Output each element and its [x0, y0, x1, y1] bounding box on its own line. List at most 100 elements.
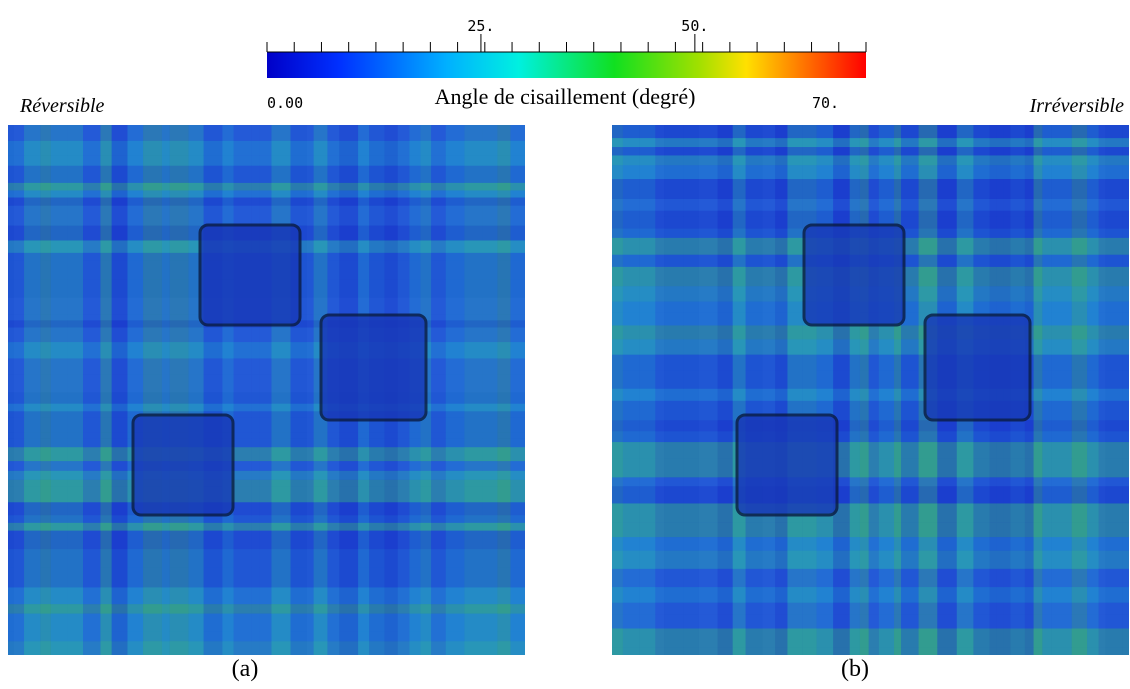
band — [612, 388, 1129, 401]
band — [612, 155, 1129, 166]
band — [612, 354, 1129, 371]
band — [8, 502, 525, 516]
stripe — [8, 125, 15, 655]
band — [8, 470, 525, 480]
simulation-image — [612, 125, 1129, 655]
band — [8, 165, 525, 183]
band — [612, 568, 1129, 588]
band — [612, 216, 1129, 229]
band — [612, 147, 1129, 156]
band — [612, 550, 1129, 569]
stripe — [1098, 125, 1106, 655]
field — [612, 125, 1129, 655]
colorbar — [267, 52, 866, 78]
band — [8, 567, 525, 588]
panel-title: Irréversible — [1029, 95, 1125, 117]
band — [612, 458, 1129, 478]
stripe — [14, 125, 25, 655]
band — [8, 515, 525, 523]
band — [8, 549, 525, 568]
stripe — [683, 125, 699, 655]
stripe — [868, 125, 879, 655]
stripe — [1033, 125, 1043, 655]
minor-ticks — [266, 42, 867, 52]
band — [8, 438, 525, 448]
colorbar-max: 70. — [812, 94, 839, 112]
stripe — [482, 125, 498, 655]
band — [612, 614, 1129, 629]
band — [8, 631, 525, 642]
tick-label: 50. — [681, 17, 708, 35]
stripe — [497, 125, 511, 655]
band — [612, 537, 1129, 551]
band — [612, 628, 1129, 648]
band — [8, 125, 525, 141]
stripe — [732, 125, 746, 655]
stripe — [622, 125, 640, 655]
stripe — [1071, 125, 1088, 655]
stripe — [50, 125, 68, 655]
band — [8, 140, 525, 156]
stripe — [717, 125, 733, 655]
stripe — [40, 125, 51, 655]
band — [612, 486, 1129, 504]
band — [612, 165, 1129, 180]
panel-caption: (a) — [232, 656, 259, 682]
stripe — [787, 125, 803, 655]
stripe — [259, 125, 272, 655]
stripe — [222, 125, 234, 655]
stripe — [251, 125, 260, 655]
stripe — [24, 125, 41, 655]
stripe — [639, 125, 656, 655]
stripe — [1051, 125, 1072, 655]
band — [612, 125, 1129, 139]
band — [612, 431, 1129, 443]
band — [8, 432, 525, 439]
band — [612, 370, 1129, 389]
square — [802, 223, 906, 327]
band — [8, 530, 525, 550]
panel-caption: (b) — [841, 656, 869, 682]
stripe — [127, 125, 144, 655]
band — [8, 479, 525, 487]
band — [8, 342, 525, 359]
stripe — [100, 125, 112, 655]
band — [8, 613, 525, 632]
stripe — [1042, 125, 1052, 655]
band — [8, 486, 525, 503]
stripe — [849, 125, 860, 655]
stripe — [664, 125, 684, 655]
stripe — [83, 125, 101, 655]
stripe — [111, 125, 128, 655]
band — [8, 327, 525, 343]
band — [8, 641, 525, 655]
band — [612, 179, 1129, 199]
band — [612, 477, 1129, 487]
stripe — [859, 125, 869, 655]
tick-label: 25. — [467, 17, 494, 35]
panel-title: Réversible — [19, 95, 105, 117]
stripe — [775, 125, 788, 655]
band — [8, 604, 525, 614]
band — [8, 155, 525, 166]
band — [8, 461, 525, 471]
stripe — [143, 125, 162, 655]
band — [612, 210, 1129, 217]
band — [8, 182, 525, 191]
field — [8, 125, 525, 655]
band — [612, 400, 1129, 421]
band — [612, 198, 1129, 211]
square — [198, 223, 302, 327]
square — [923, 313, 1032, 422]
stripe — [306, 125, 314, 655]
band — [612, 602, 1129, 615]
band — [8, 587, 525, 605]
stripe — [161, 125, 170, 655]
band — [8, 190, 525, 198]
band — [612, 325, 1129, 340]
band — [8, 417, 525, 433]
colorbar-label: Angle de cisaillement (degré) — [435, 84, 696, 109]
band — [8, 411, 525, 418]
band — [612, 522, 1129, 538]
